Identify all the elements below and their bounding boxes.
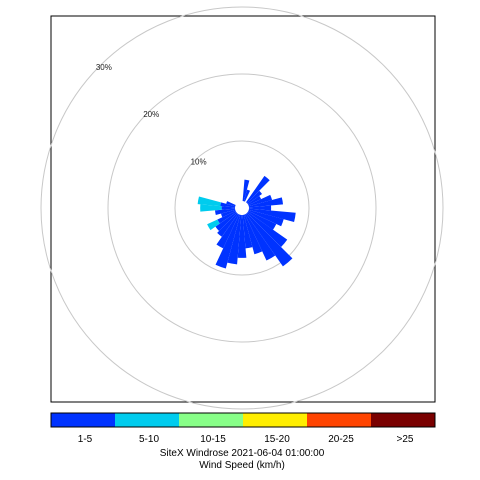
- legend-label-3: 15-20: [264, 434, 290, 445]
- legend-swatch-0: [51, 413, 115, 427]
- rings-layer: 10% 20% 30%: [40, 6, 444, 410]
- ring-30: [40, 6, 444, 410]
- sector-230-bin-0: [215, 212, 238, 231]
- legend-layer: 1-5 5-10 10-15 15-20 20-25 >25: [50, 412, 436, 445]
- sector-210-bin-0: [216, 213, 240, 249]
- sector-240-bin-0: [217, 210, 237, 224]
- sector-270-bin-0: [221, 206, 236, 210]
- legend-swatch-2: [179, 413, 243, 427]
- sector-70-bin-0: [248, 194, 273, 207]
- sector-20-bin-0: [243, 189, 251, 202]
- plot-frame: [50, 15, 436, 403]
- sector-280-bin-1: [197, 196, 222, 207]
- legend-label-1: 5-10: [139, 434, 159, 445]
- sectors-layer: [197, 175, 296, 269]
- chart-title: SiteX Windrose 2021-06-04 01:00:00: [160, 448, 325, 459]
- sector-160-bin-0: [243, 214, 263, 255]
- sector-290-bin-0: [226, 201, 236, 207]
- sector-260-bin-0: [215, 208, 236, 216]
- sector-190-bin-0: [227, 214, 242, 265]
- sector-130-bin-0: [246, 212, 288, 248]
- sector-200-bin-0: [215, 214, 241, 269]
- legend-frame: [50, 412, 436, 428]
- sector-280-bin-0: [220, 202, 236, 208]
- sector-50-bin-0: [246, 190, 263, 204]
- sector-60-bin-0: [247, 195, 262, 206]
- legend-swatch-4: [307, 413, 371, 427]
- ring-20: [107, 73, 377, 343]
- sector-250-bin-0: [221, 209, 236, 218]
- legend-swatch-1: [115, 413, 179, 427]
- ring-label-20: 20%: [143, 110, 159, 119]
- ring-label-10: 10%: [191, 158, 207, 167]
- sector-120-bin-0: [247, 210, 277, 230]
- sector-240-bin-1: [207, 219, 220, 231]
- legend-label-0: 1-5: [78, 434, 93, 445]
- sector-40-bin-0: [246, 175, 270, 204]
- sector-270-bin-1: [200, 204, 222, 212]
- sector-150-bin-0: [244, 213, 276, 261]
- legend-swatch-3: [243, 413, 307, 427]
- ring-label-30: 30%: [96, 63, 112, 72]
- sector-80-bin-0: [248, 197, 284, 208]
- sector-10-bin-0: [242, 179, 250, 202]
- ring-10: [174, 140, 310, 276]
- legend-swatch-5: [371, 413, 435, 427]
- sector-100-bin-0: [248, 208, 296, 222]
- sector-110-bin-0: [248, 209, 284, 227]
- sector-140-bin-0: [246, 212, 293, 267]
- legend-label-2: 10-15: [200, 434, 226, 445]
- legend-label-5: >25: [397, 434, 414, 445]
- legend-title: Wind Speed (km/h): [199, 460, 285, 471]
- sector-180-bin-0: [237, 214, 247, 258]
- sector-90-bin-0: [248, 205, 272, 211]
- sector-220-bin-0: [217, 212, 238, 237]
- legend-label-4: 20-25: [328, 434, 354, 445]
- sector-170-bin-0: [242, 214, 253, 249]
